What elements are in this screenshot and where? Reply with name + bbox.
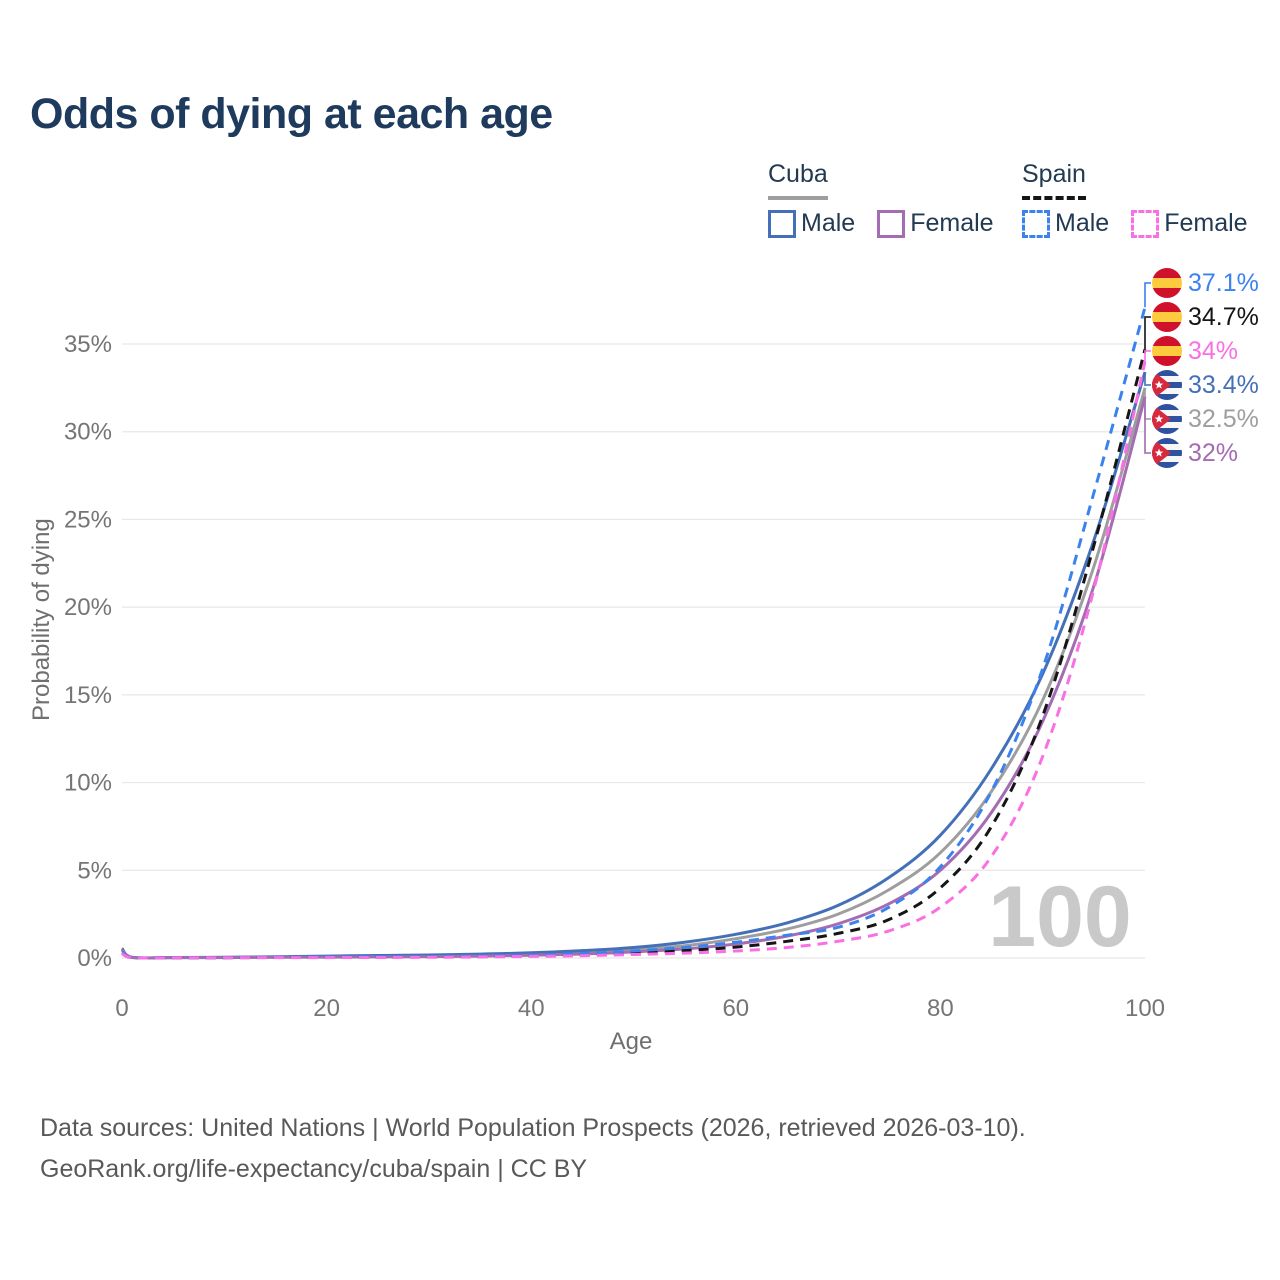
- y-axis-title: Probability of dying: [28, 518, 55, 722]
- cuba-flag-icon: [1152, 438, 1182, 468]
- x-tick-label: 100: [1125, 995, 1165, 1022]
- legend-group-cuba: Cuba Male Female: [768, 160, 994, 238]
- end-label-spain-all: 34.7%: [1188, 303, 1259, 331]
- x-tick-label: 60: [722, 995, 749, 1022]
- legend-item-cuba-female[interactable]: Female: [877, 209, 994, 238]
- cuba-flag-icon: [1152, 404, 1182, 434]
- attribution-line: GeoRank.org/life-expectancy/cuba/spain |…: [40, 1155, 588, 1184]
- legend-country-spain[interactable]: Spain: [1022, 160, 1086, 200]
- end-label-connector: [1144, 316, 1151, 350]
- cuba-flag-icon: [1152, 370, 1182, 400]
- series-line-spain-female[interactable]: [121, 361, 1147, 960]
- end-label-cuba-female: 32%: [1188, 439, 1238, 467]
- end-label-spain-female: 34%: [1188, 337, 1238, 365]
- end-label-connector: [1144, 350, 1151, 362]
- y-tick-label: 0%: [77, 945, 112, 972]
- cuba-male-swatch-icon: [768, 209, 796, 238]
- legend-item-cuba-male[interactable]: Male: [768, 209, 855, 238]
- y-tick-label: 30%: [64, 419, 112, 446]
- spain-flag-icon: [1152, 302, 1182, 332]
- legend-label: Male: [801, 209, 856, 237]
- end-label-spain-male: 37.1%: [1188, 269, 1259, 297]
- series-line-spain-all[interactable]: [121, 348, 1147, 960]
- y-tick-label: 20%: [64, 594, 112, 621]
- legend-label: Female: [1164, 209, 1248, 237]
- legend-group-spain: Spain Male Female: [1022, 160, 1248, 238]
- legend-country-cuba[interactable]: Cuba: [768, 160, 828, 200]
- legend-item-spain-female[interactable]: Female: [1131, 209, 1248, 238]
- x-tick-label: 0: [115, 995, 128, 1022]
- y-tick-label: 10%: [64, 770, 112, 797]
- cuba-female-swatch-icon: [877, 209, 906, 238]
- y-tick-label: 35%: [64, 331, 112, 358]
- data-sources-line: Data sources: United Nations | World Pop…: [40, 1114, 1026, 1142]
- legend-label: Female: [910, 209, 994, 237]
- x-tick-label: 20: [313, 995, 340, 1022]
- series-line-spain-male[interactable]: [121, 306, 1147, 960]
- end-label-cuba-male: 33.4%: [1188, 371, 1259, 399]
- x-tick-label: 80: [927, 995, 954, 1022]
- end-label-connector: [1144, 372, 1151, 386]
- legend-item-spain-male[interactable]: Male: [1022, 209, 1109, 238]
- y-tick-label: 15%: [64, 682, 112, 709]
- spain-male-swatch-icon: [1022, 209, 1050, 238]
- x-tick-label: 40: [518, 995, 545, 1022]
- footer: Data sources: United Nations | World Pop…: [40, 1108, 1240, 1191]
- age-watermark: 100: [988, 869, 1132, 965]
- x-axis-title: Age: [609, 1028, 653, 1055]
- y-tick-label: 5%: [77, 857, 112, 884]
- spain-female-swatch-icon: [1131, 209, 1160, 238]
- end-label-connector: [1144, 396, 1151, 454]
- legend-label: Male: [1055, 209, 1110, 237]
- page-title: Odds of dying at each age: [30, 90, 553, 138]
- end-label-connector: [1144, 282, 1151, 308]
- y-tick-label: 25%: [64, 506, 112, 533]
- spain-flag-icon: [1152, 268, 1182, 298]
- end-label-cuba-all: 32.5%: [1188, 405, 1259, 433]
- spain-flag-icon: [1152, 336, 1182, 366]
